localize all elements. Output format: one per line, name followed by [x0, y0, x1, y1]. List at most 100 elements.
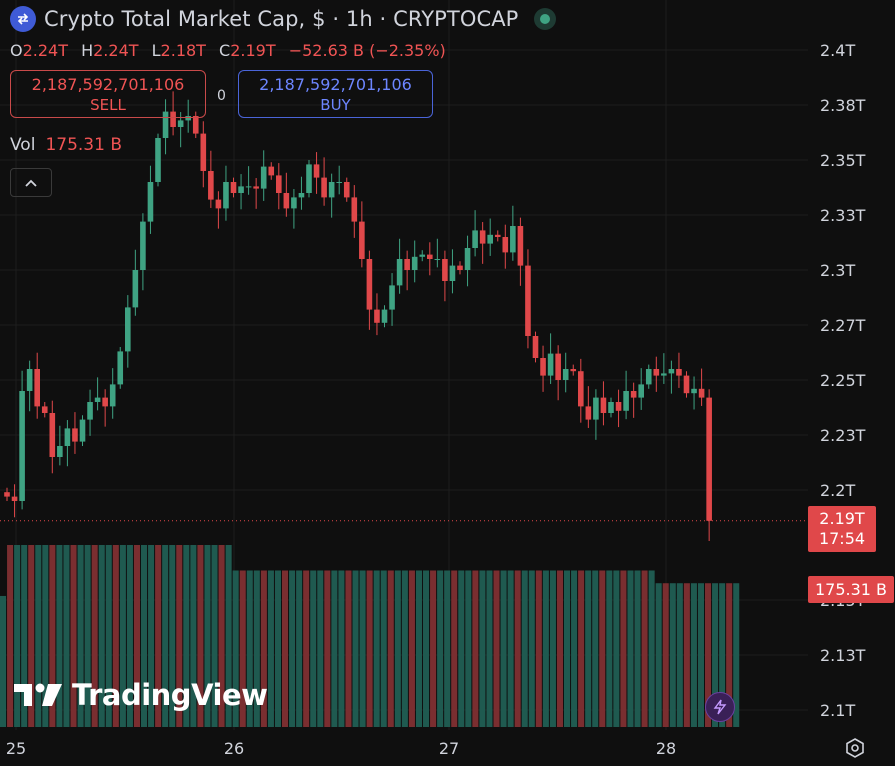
- ohlc-legend: O2.24T H2.24T L2.18T C2.19T −52.63 B (−2…: [10, 41, 454, 60]
- candle-body: [200, 133, 207, 171]
- volume-bar: [606, 570, 613, 727]
- volume-bar: [528, 570, 535, 727]
- volume-bar: [183, 545, 190, 727]
- candle-body: [645, 369, 652, 385]
- volume-bar: [444, 570, 451, 727]
- volume-bar: [669, 583, 676, 727]
- market-open-dot-icon[interactable]: [534, 8, 557, 30]
- candle-body: [683, 375, 690, 394]
- volume-bar: [49, 545, 56, 727]
- volume-bar: [232, 570, 239, 727]
- symbol-title[interactable]: Crypto Total Market Cap, $ · 1h · CRYPTO…: [44, 7, 519, 31]
- volume-bar: [133, 545, 140, 727]
- candle-body: [366, 259, 373, 310]
- candle-body: [41, 406, 48, 413]
- candle-body: [34, 369, 40, 407]
- candle-body: [298, 193, 305, 198]
- volume-bar: [507, 570, 514, 727]
- volume-bars: [0, 545, 740, 727]
- volume-bar: [712, 583, 719, 727]
- collapse-legend-button[interactable]: [10, 168, 52, 197]
- candle-body: [94, 397, 101, 402]
- volume-bar: [571, 570, 578, 727]
- tradingview-mark-icon: [14, 683, 62, 706]
- time-axis[interactable]: 25 26 27 28: [6, 739, 676, 758]
- candle-body: [328, 182, 335, 198]
- volume-bar: [345, 570, 352, 727]
- volume-bar: [521, 570, 528, 727]
- candle-body: [562, 369, 569, 380]
- candle-body: [623, 391, 629, 411]
- time-tick-label: 28: [656, 739, 676, 758]
- volume-bar: [648, 570, 655, 727]
- candle-body: [600, 397, 607, 413]
- volume-bar: [401, 570, 408, 727]
- volume-bar: [726, 583, 733, 727]
- volume-bar: [35, 545, 42, 727]
- price-tick-label: 2.13T: [820, 646, 866, 665]
- high-label: H: [81, 41, 94, 60]
- exchange-arrows-icon[interactable]: [10, 6, 36, 32]
- volume-bar: [148, 545, 155, 727]
- volume-bar: [0, 595, 7, 727]
- candle-body: [570, 369, 577, 372]
- tradingview-logo[interactable]: TradingView: [14, 678, 268, 712]
- volume-bar: [564, 570, 571, 727]
- candle-body: [117, 351, 124, 385]
- candle-body: [479, 230, 486, 244]
- candle-body: [359, 221, 365, 259]
- candle-body: [140, 221, 146, 270]
- volume-bar: [690, 583, 697, 727]
- candle-body: [374, 309, 380, 323]
- candle-body: [608, 402, 614, 413]
- price-tick-label: 2.27T: [820, 316, 866, 335]
- volume-bar: [514, 570, 521, 727]
- candle-body: [260, 166, 267, 189]
- volume-bar: [303, 570, 310, 727]
- candle-body: [411, 256, 418, 270]
- volume-legend: Vol 175.31 B: [10, 135, 122, 155]
- candle-body: [291, 197, 297, 209]
- candle-body: [706, 397, 712, 521]
- buy-button[interactable]: 2,187,592,701,106 BUY: [238, 70, 433, 118]
- volume-bar: [387, 570, 394, 727]
- candle-body: [585, 406, 592, 420]
- candle-body: [638, 384, 644, 398]
- volume-bar: [310, 570, 317, 727]
- volume-bar: [641, 570, 648, 727]
- chart-settings-button[interactable]: [843, 736, 867, 760]
- volume-bar: [28, 545, 35, 727]
- volume-bar: [620, 570, 627, 727]
- candle-body: [57, 446, 63, 457]
- volume-bar: [169, 545, 176, 727]
- volume-label: Vol: [10, 135, 36, 155]
- change-value: −52.63 B (−2.35%): [288, 41, 446, 60]
- price-axis[interactable]: 2.4T 2.38T 2.35T 2.33T 2.3T 2.27T 2.25T 2.23T 2.…: [820, 41, 866, 720]
- volume-bar: [719, 583, 726, 727]
- candle-body: [313, 164, 320, 178]
- candle-body: [457, 265, 463, 270]
- volume-bar: [486, 570, 493, 727]
- candle-body: [4, 492, 10, 497]
- candle-body: [109, 384, 116, 407]
- volume-bar: [14, 545, 21, 727]
- price-tick-label: 2.4T: [820, 41, 855, 60]
- sell-button[interactable]: 2,187,592,701,106 SELL: [10, 70, 206, 118]
- volume-bar: [7, 545, 14, 727]
- volume-bar: [98, 545, 105, 727]
- chevron-up-icon: [25, 179, 37, 187]
- volume-bar: [535, 570, 542, 727]
- volume-bar: [77, 545, 84, 727]
- candle-body: [223, 182, 229, 209]
- price-tick-label: 2.23T: [820, 426, 866, 445]
- candle-body: [396, 259, 403, 286]
- candle-body: [238, 186, 244, 193]
- volume-bar: [408, 570, 415, 727]
- price-tick-label: 2.35T: [820, 151, 866, 170]
- candle-body: [276, 175, 282, 193]
- volume-bar: [479, 570, 486, 727]
- candle-body: [449, 265, 456, 281]
- volume-bar: [218, 545, 225, 727]
- bolt-button[interactable]: [705, 692, 735, 722]
